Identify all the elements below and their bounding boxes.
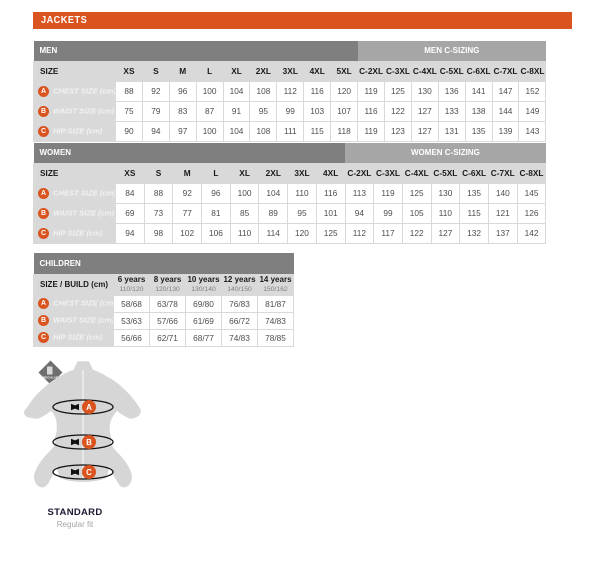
svg-text:A: A bbox=[86, 403, 92, 412]
svg-text:C: C bbox=[86, 468, 92, 477]
svg-text:B: B bbox=[86, 438, 92, 447]
